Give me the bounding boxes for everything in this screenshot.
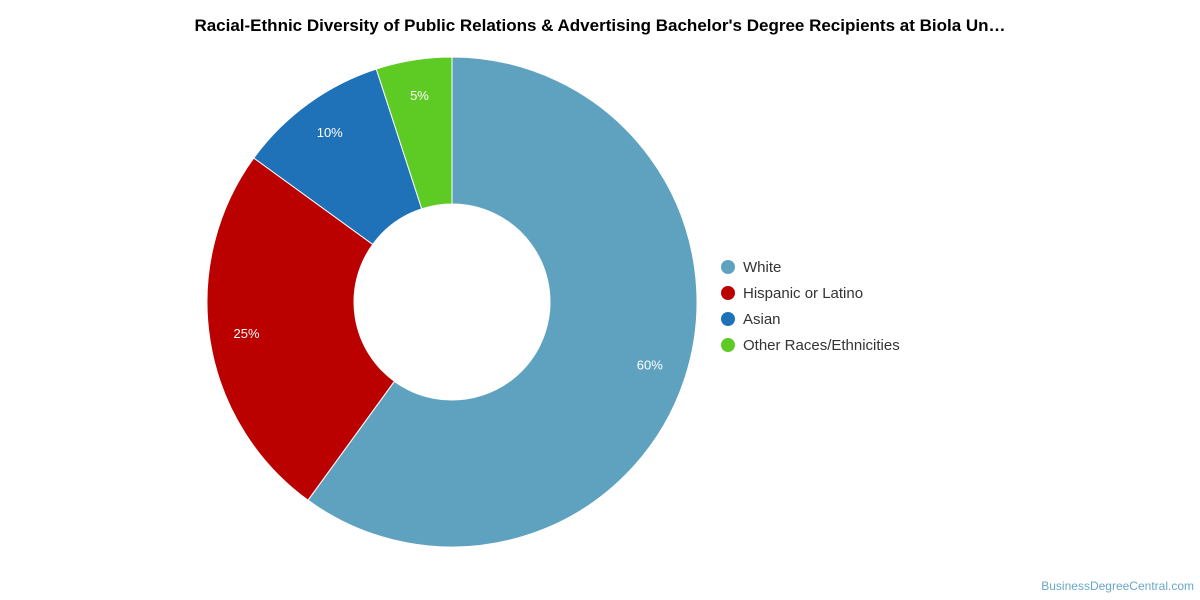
slice-label-asian: 10%	[317, 125, 343, 140]
legend-swatch-hispanic-or-latino	[721, 286, 735, 300]
slice-white[interactable]	[307, 56, 698, 548]
slice-label-other-races-ethnicities: 5%	[410, 88, 429, 103]
legend-swatch-asian	[721, 312, 735, 326]
legend-item-hispanic-or-latino[interactable]: Hispanic or Latino	[721, 280, 900, 306]
slice-hispanic-or-latino[interactable]	[206, 157, 396, 501]
chart-legend: White Hispanic or Latino Asian Other Rac…	[721, 254, 900, 358]
source-credit[interactable]: BusinessDegreeCentral.com	[1041, 579, 1194, 593]
legend-item-other[interactable]: Other Races/Ethnicities	[721, 332, 900, 358]
legend-swatch-other	[721, 338, 735, 352]
legend-label-hispanic-or-latino: Hispanic or Latino	[743, 284, 864, 302]
legend-label-other: Other Races/Ethnicities	[743, 336, 900, 354]
legend-swatch-white	[721, 260, 735, 274]
slice-label-white: 60%	[637, 358, 663, 373]
legend-label-asian: Asian	[743, 310, 781, 328]
legend-item-asian[interactable]: Asian	[721, 306, 900, 332]
chart-title: Racial-Ethnic Diversity of Public Relati…	[194, 16, 1006, 35]
legend-item-white[interactable]: White	[721, 254, 900, 280]
slice-label-hispanic-or-latino: 25%	[234, 326, 260, 341]
slice-other-races-ethnicities[interactable]	[375, 56, 453, 210]
legend-label-white: White	[743, 258, 782, 276]
